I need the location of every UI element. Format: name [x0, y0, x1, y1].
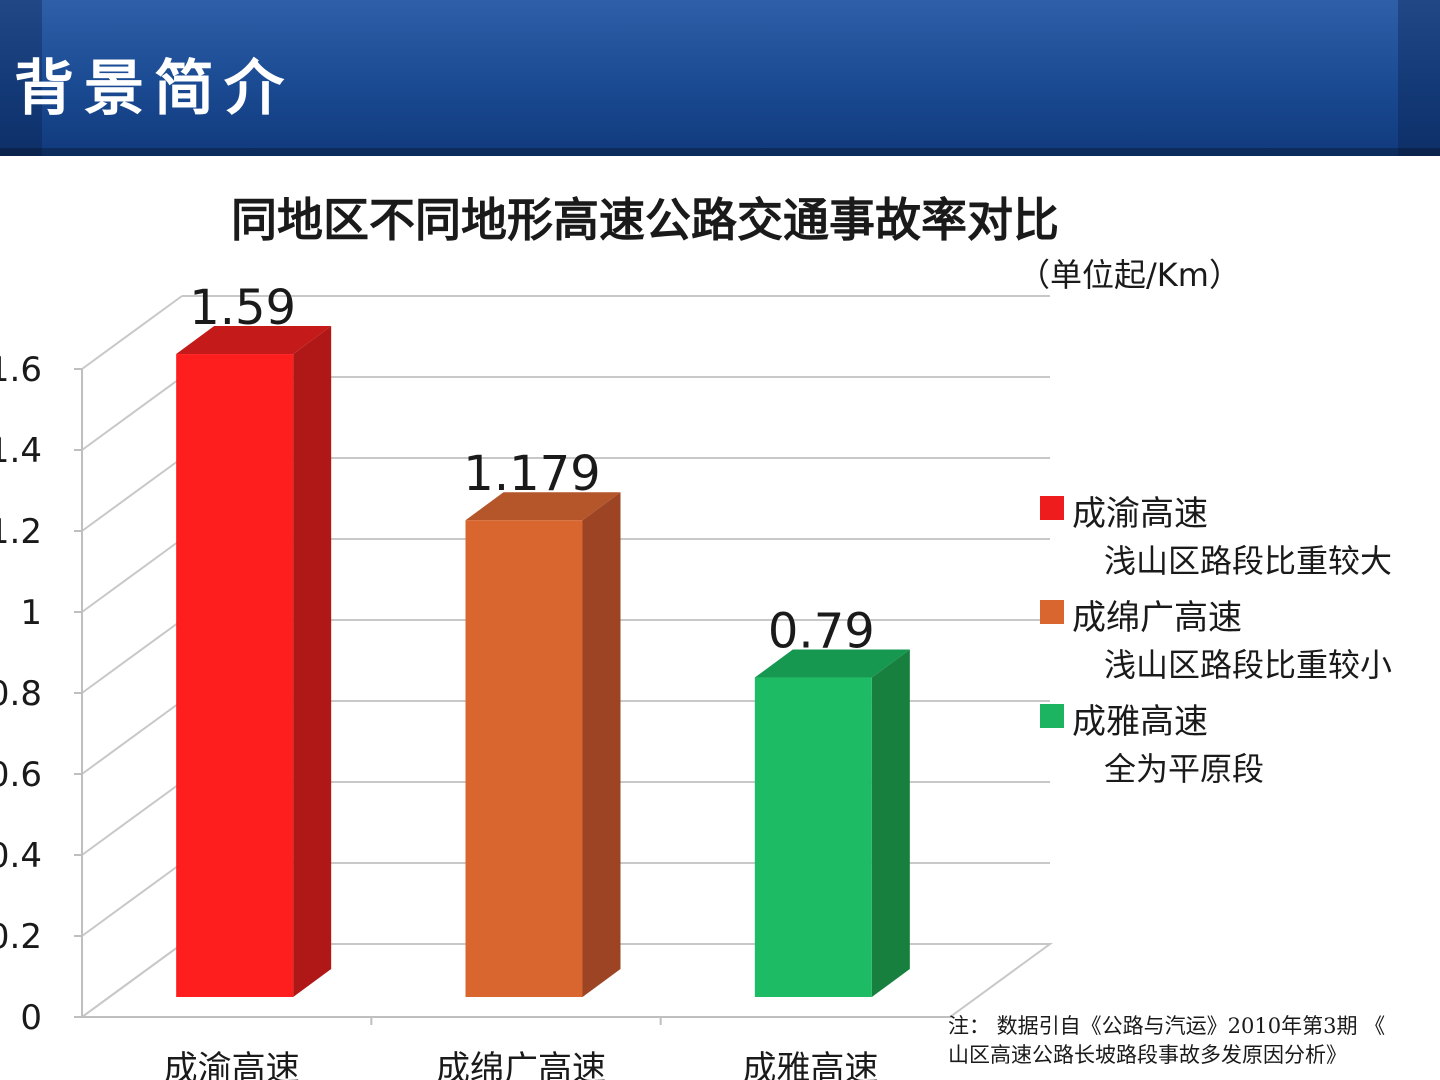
- y-tick-label: 0.2: [0, 917, 42, 957]
- header-banner: 背景简介: [0, 0, 1440, 156]
- legend-desc: 浅山区路段比重较大: [1104, 542, 1393, 580]
- header-shadow: [0, 148, 1440, 156]
- chart-title: 同地区不同地形高速公路交通事故率对比: [231, 193, 1059, 247]
- legend-desc: 全为平原段: [1104, 750, 1265, 788]
- bar: [465, 520, 583, 997]
- bar-top: [465, 492, 621, 521]
- legend-name: 成雅高速: [1072, 702, 1208, 742]
- gridline-diagonal: [81, 376, 183, 451]
- y-tick-label: 0.4: [0, 836, 42, 876]
- footnote-line: 注： 数据引自《公路与汽运》2010年第3期 《: [948, 1014, 1386, 1038]
- bar-side: [582, 492, 621, 997]
- bar-side: [293, 326, 332, 997]
- bar-side: [871, 649, 910, 997]
- header-edge-right: [1398, 0, 1440, 156]
- header-title: 背景简介: [14, 54, 294, 124]
- y-tick-label: 0.6: [0, 755, 42, 795]
- source-footnote: 注： 数据引自《公路与汽运》2010年第3期 《 山区高速公路长坡路段事故多发原…: [948, 1012, 1440, 1070]
- legend-swatch: [1040, 704, 1064, 728]
- gridline-diagonal: [81, 619, 183, 694]
- y-tick-label: 1.4: [0, 431, 42, 471]
- header-edge-left: [0, 0, 42, 156]
- x-tick-label: 成绵广高速: [436, 1049, 606, 1080]
- legend-name: 成绵广高速: [1072, 598, 1242, 638]
- gridline-diagonal: [81, 862, 183, 937]
- bar: [754, 677, 872, 997]
- legend-desc: 浅山区路段比重较小: [1104, 646, 1393, 684]
- x-tick-label: 成雅高速: [742, 1049, 878, 1080]
- y-tick-label: 0.8: [0, 674, 42, 714]
- legend-name: 成渝高速: [1072, 494, 1208, 534]
- gridline-diagonal: [81, 538, 183, 613]
- y-tick-label: 1.2: [0, 512, 42, 552]
- data-label: 1.59: [189, 280, 296, 336]
- y-tick-label: 1.6: [0, 350, 42, 390]
- bar-top: [176, 326, 332, 355]
- footnote-line: 山区高速公路长坡路段事故多发原因分析》: [948, 1043, 1347, 1067]
- gridline-diagonal: [81, 457, 183, 532]
- gridline-diagonal: [81, 700, 183, 775]
- y-tick-label: 1: [20, 593, 42, 633]
- y-tick-label: 0: [20, 998, 42, 1038]
- bar-top: [754, 649, 910, 678]
- data-label: 1.179: [463, 446, 600, 502]
- data-label: 0.79: [768, 604, 875, 660]
- x-tick-label: 成渝高速: [164, 1049, 300, 1080]
- unit-label: （单位起/Km）: [1018, 256, 1241, 294]
- gridline-diagonal: [81, 781, 183, 856]
- legend-swatch: [1040, 600, 1064, 624]
- bar: [176, 354, 294, 997]
- legend-swatch: [1040, 496, 1064, 520]
- gridline-diagonal: [81, 295, 183, 370]
